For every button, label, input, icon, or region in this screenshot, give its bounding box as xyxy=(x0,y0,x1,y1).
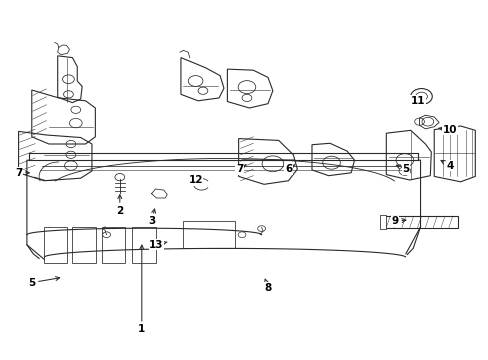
Text: 12: 12 xyxy=(188,175,203,185)
Text: 6: 6 xyxy=(285,164,294,174)
Text: 7: 7 xyxy=(235,164,245,174)
Bar xyxy=(44,227,67,263)
Bar xyxy=(183,221,234,248)
Text: 4: 4 xyxy=(440,161,453,171)
Text: 11: 11 xyxy=(410,96,425,106)
Text: 8: 8 xyxy=(264,279,271,293)
Text: 13: 13 xyxy=(149,240,167,250)
Text: 10: 10 xyxy=(438,125,456,135)
Text: 7: 7 xyxy=(15,168,29,178)
Text: 1: 1 xyxy=(138,245,145,334)
Bar xyxy=(132,227,155,263)
Text: 5: 5 xyxy=(395,164,408,174)
Bar xyxy=(72,227,96,263)
Bar xyxy=(380,215,386,229)
Text: 3: 3 xyxy=(148,209,155,226)
Text: 5: 5 xyxy=(28,276,60,288)
Text: 9: 9 xyxy=(391,216,405,226)
Text: 2: 2 xyxy=(116,195,123,216)
Bar xyxy=(382,216,457,228)
Bar xyxy=(102,227,125,263)
